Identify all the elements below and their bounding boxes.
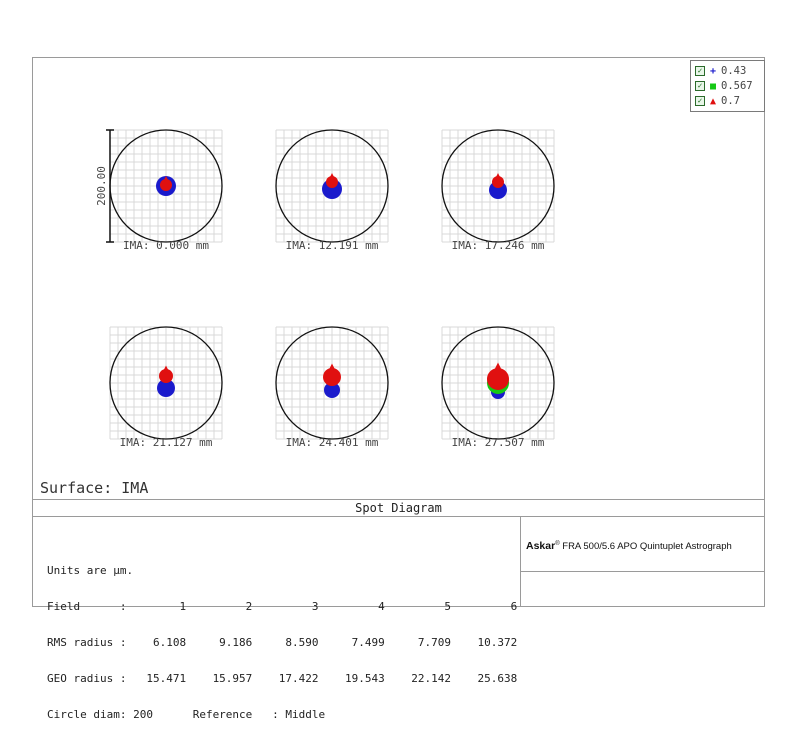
legend-item-3[interactable]: ✓ ▲ 0.7 <box>695 94 740 108</box>
legend-item-1[interactable]: ✓ + 0.43 <box>695 64 746 78</box>
legend: ✓ + 0.43 ✓ ■ 0.567 ✓ ▲ 0.7 <box>690 60 765 112</box>
title-divider <box>521 571 765 572</box>
scale-bar-label: 200.00 <box>95 166 108 206</box>
legend-label-3: 0.7 <box>721 95 740 107</box>
triangle-marker-icon: ▲ <box>709 95 717 107</box>
spot-red-tip-3 <box>494 173 502 180</box>
brand-name: Askar <box>526 540 556 552</box>
title-caption: Askar® FRA 500/5.6 APO Quintuplet Astrog… <box>526 540 732 552</box>
stats-line-field: Field : 1 2 3 4 5 6 <box>47 600 518 613</box>
legend-label-2: 0.567 <box>721 80 753 92</box>
chart-title: Spot Diagram <box>32 499 765 517</box>
spot-red-tip-2 <box>328 173 336 180</box>
stats-line-rms: RMS radius : 6.108 9.186 8.590 7.499 7.7… <box>47 636 518 649</box>
surface-label: Surface: IMA <box>40 479 149 497</box>
reference-circle-3 <box>441 129 555 243</box>
stats-block: Units are µm. Field : 1 2 3 4 5 6 RMS ra… <box>47 541 517 733</box>
field-label-5: IMA: 24.401 mm <box>286 436 379 449</box>
reference-circle-6 <box>441 326 555 440</box>
field-label-6: IMA: 27.507 mm <box>452 436 545 449</box>
legend-checkbox-1[interactable]: ✓ <box>695 66 705 76</box>
field-label-4: IMA: 21.127 mm <box>120 436 213 449</box>
legend-checkbox-2[interactable]: ✓ <box>695 81 705 91</box>
legend-label-1: 0.43 <box>721 65 747 77</box>
field-label-1: IMA: 0.000 mm <box>123 239 209 252</box>
legend-item-2[interactable]: ✓ ■ 0.567 <box>695 79 753 93</box>
field-label-3: IMA: 17.246 mm <box>452 239 545 252</box>
square-marker-icon: ■ <box>709 80 717 92</box>
brand-trademark: ® <box>555 540 560 547</box>
plot-frame <box>32 57 765 607</box>
plus-marker-icon: + <box>709 65 717 77</box>
spot-diagram-figure: IMA: 0.000 mm IMA: 12.191 mm IMA: 17.246 m… <box>95 129 555 449</box>
legend-checkbox-3[interactable]: ✓ <box>695 96 705 106</box>
field-label-2: IMA: 12.191 mm <box>286 239 379 252</box>
spot-red-tip-4 <box>162 365 170 374</box>
spot-blue-4 <box>157 379 175 397</box>
spot-red-3 <box>492 176 504 188</box>
spot-red-2 <box>326 176 338 188</box>
stats-line-circle: Circle diam: 200 Reference : Middle <box>47 708 326 721</box>
title-block: Askar® FRA 500/5.6 APO Quintuplet Astrog… <box>520 517 765 607</box>
reference-circle-4 <box>109 326 223 440</box>
spot-blue-5 <box>324 382 340 398</box>
spot-red-6 <box>487 368 509 390</box>
spot-red-tip-5 <box>327 363 337 374</box>
stats-line-units: Units are µm. <box>47 564 134 577</box>
instrument-description: FRA 500/5.6 APO Quintuplet Astrograph <box>559 541 732 552</box>
spot-red-tip-1 <box>162 176 170 183</box>
stats-line-geo: GEO radius : 15.471 15.957 17.422 19.543… <box>47 672 518 685</box>
spot-grid-6 <box>441 326 555 440</box>
spot-red-tip-6 <box>491 362 505 375</box>
reference-circle-5 <box>275 326 389 440</box>
reference-circle-2 <box>275 129 389 243</box>
